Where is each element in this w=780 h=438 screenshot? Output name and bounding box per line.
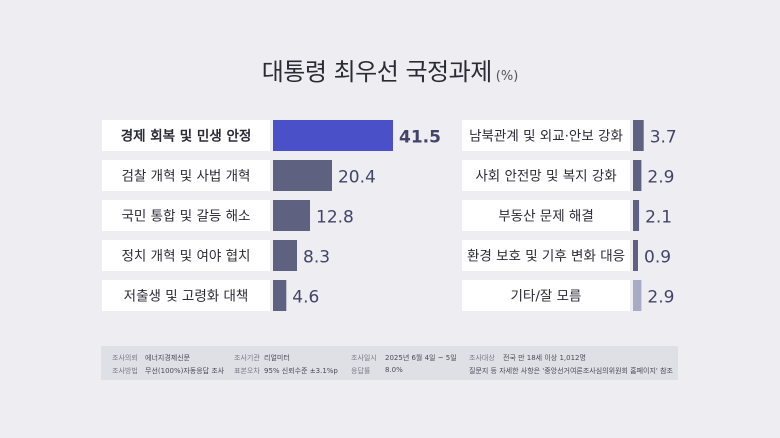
- footer-key: 응답률: [351, 367, 371, 375]
- category-label-box: [462, 160, 630, 191]
- category-label: 환경 보호 및 기후 변화 대응: [467, 249, 625, 265]
- category-label-box: [462, 120, 630, 151]
- footer-key: 조사대상: [469, 354, 495, 362]
- value-label: 2.1: [645, 208, 672, 228]
- value-label: 2.9: [647, 288, 674, 308]
- category-label: 국민 통합 및 갈등 해소: [122, 209, 251, 225]
- bar-chart: 경제 회복 및 민생 안정 41.5 검찰 개혁 및 사법 개혁 20.4 국민 통합 …: [102, 120, 677, 311]
- footer-value: 2025년 6월 4일 ~ 5일: [385, 354, 457, 362]
- footer-key: 표본오차: [234, 367, 260, 375]
- category-label: 남북관계 및 외교·안보 강화: [469, 129, 623, 145]
- footer-value: 에너지경제신문: [145, 354, 191, 362]
- bar: [273, 280, 287, 311]
- category-label-box: [102, 120, 270, 151]
- category-label-box: [462, 200, 630, 231]
- value-label: 4.6: [292, 288, 319, 308]
- bar: [633, 280, 642, 311]
- chart-title-text: 대통령 최우선 국정과제: [261, 58, 493, 86]
- footer-value: 전국 만 18세 이상 1,012명: [503, 354, 586, 362]
- footer-key: 조사기관: [234, 354, 260, 362]
- category-label-box: [462, 280, 630, 311]
- footer-value: 무선(100%)자동응답 조사: [145, 367, 225, 375]
- category-label-box: [462, 240, 630, 271]
- category-label-box: [102, 200, 270, 231]
- footer-key: 조사의뢰: [112, 354, 138, 362]
- bar: [273, 160, 332, 191]
- chart-unit: (%): [495, 69, 519, 84]
- category-label: 사회 안전망 및 복지 강화: [475, 169, 616, 185]
- bar: [273, 200, 311, 231]
- footer-value: 리얼미터: [264, 354, 290, 362]
- category-label: 저출생 및 고령화 대책: [124, 289, 249, 305]
- survey-info-footer: 조사의뢰 에너지경제신문 조사기관 리얼미터 조사일시 2025년 6월 4일 …: [101, 346, 678, 380]
- value-label: 41.5: [399, 128, 441, 148]
- value-label: 2.9: [647, 168, 674, 188]
- category-label: 경제 회복 및 민생 안정: [121, 128, 252, 145]
- footer-note: 질문지 등 자세한 사항은 '중앙선거여론조사심의위원회 홈페이지' 참조: [469, 367, 673, 375]
- bar: [633, 240, 638, 271]
- category-label: 부동산 문제 해결: [498, 209, 594, 225]
- bar: [633, 120, 644, 151]
- bar: [273, 240, 297, 271]
- bar: [273, 120, 393, 151]
- bar: [633, 200, 640, 231]
- category-label-box: [102, 240, 270, 271]
- category-label: 정치 개혁 및 여야 협치: [122, 249, 251, 265]
- bar: [633, 160, 642, 191]
- chart-title: 대통령 최우선 국정과제 (%): [0, 52, 780, 87]
- value-label: 3.7: [650, 128, 677, 148]
- category-label-box: [102, 160, 270, 191]
- value-label: 20.4: [338, 168, 376, 188]
- value-label: 12.8: [316, 208, 354, 228]
- category-label: 검찰 개혁 및 사법 개혁: [122, 169, 251, 185]
- value-label: 8.3: [303, 248, 330, 268]
- footer-value: 95% 신뢰수준 ±3.1%p: [264, 367, 338, 375]
- value-label: 0.9: [644, 248, 671, 268]
- category-label-box: [102, 280, 270, 311]
- category-label: 기타/잘 모름: [511, 289, 582, 305]
- footer-key: 조사방법: [112, 367, 138, 375]
- footer-value: 8.0%: [385, 366, 403, 374]
- footer-key: 조사일시: [351, 354, 377, 362]
